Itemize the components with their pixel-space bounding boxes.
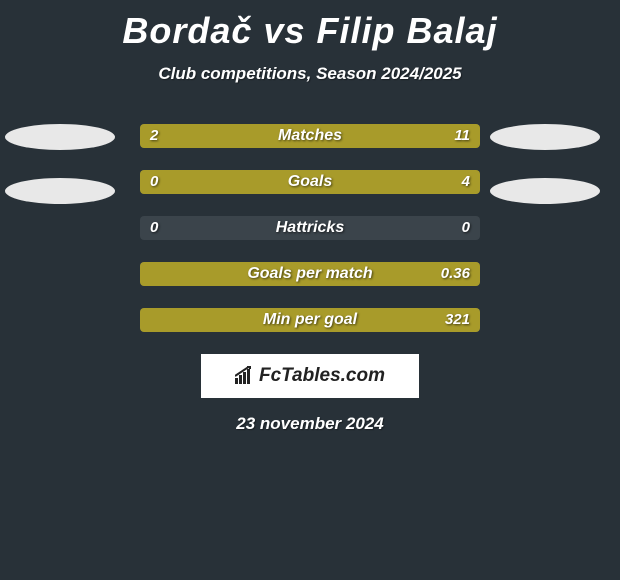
stat-row: Min per goal321	[140, 308, 480, 332]
stat-row: 0Hattricks0	[140, 216, 480, 240]
branding-text: FcTables.com	[259, 365, 385, 386]
stat-label: Goals per match	[140, 262, 480, 286]
player2-name: Filip Balaj	[317, 10, 498, 51]
stat-label: Min per goal	[140, 308, 480, 332]
stat-row: Goals per match0.36	[140, 262, 480, 286]
stat-label: Goals	[140, 170, 480, 194]
player1-name: Bordač	[122, 10, 252, 51]
club-badge-left	[5, 124, 115, 150]
vs-label: vs	[263, 10, 305, 51]
stat-label: Matches	[140, 124, 480, 148]
chart-icon	[235, 366, 255, 384]
value-right: 11	[454, 124, 470, 148]
stat-row: 0Goals4	[140, 170, 480, 194]
value-right: 0	[462, 216, 470, 240]
club-badge-left	[5, 178, 115, 204]
stat-row: 2Matches11	[140, 124, 480, 148]
value-right: 4	[462, 170, 470, 194]
value-right: 0.36	[441, 262, 470, 286]
club-badge-right	[490, 124, 600, 150]
snapshot-date: 23 november 2024	[0, 414, 620, 434]
subtitle: Club competitions, Season 2024/2025	[0, 64, 620, 84]
comparison-title: Bordač vs Filip Balaj	[0, 0, 620, 52]
stats-chart: 2Matches110Goals40Hattricks0Goals per ma…	[0, 124, 620, 332]
value-right: 321	[445, 308, 470, 332]
club-badge-right	[490, 178, 600, 204]
branding-badge: FcTables.com	[201, 354, 419, 398]
stat-label: Hattricks	[140, 216, 480, 240]
